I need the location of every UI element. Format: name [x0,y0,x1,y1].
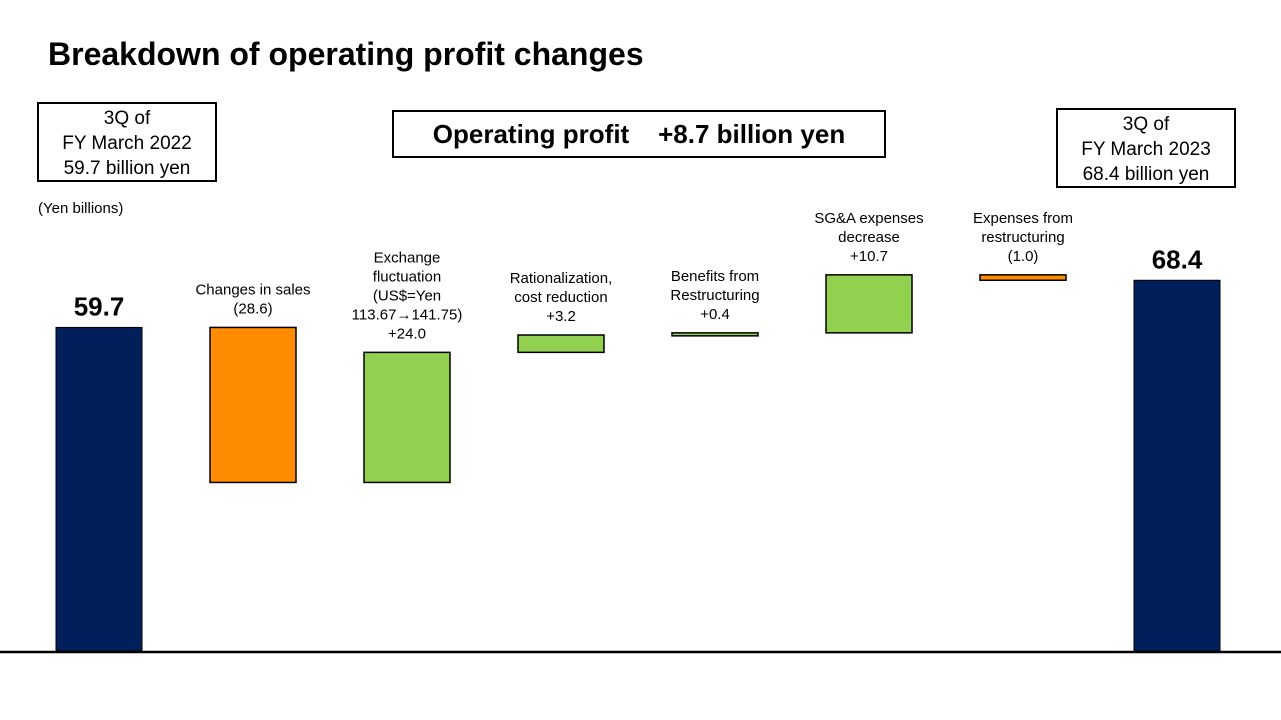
bar-step-1 [209,326,297,484]
unit-label: (Yen billions) [38,200,124,217]
bar-label-start-total: 59.7 [74,291,125,321]
bar-label-step-2-line-1: Exchange [374,249,441,266]
end-period-line-1: 3Q of [1122,114,1170,135]
bar-label-step-4-line-1: Benefits from [671,268,759,285]
start-period-line-1: 3Q of [103,108,151,129]
bar-label-step-5-line-1: SG&A expenses [814,210,923,227]
bar-start-total [55,326,143,652]
start-period-line-3: 59.7 billion yen [63,158,191,179]
bar-label-step-6-line-3: (1.0) [1008,248,1039,265]
bar-step-2 [363,351,451,484]
bar-label-step-4-line-3: +0.4 [700,306,730,323]
summary-box: Operating profit +8.7 billion yen [392,110,886,158]
bar-label-step-1-line-1: Changes in sales [195,281,310,298]
bar-label-step-6-line-2: restructuring [981,229,1064,246]
start-period-box: 3Q of FY March 2022 59.7 billion yen [37,102,217,182]
bar-label-step-5-line-2: decrease [838,229,900,246]
start-period-line-2: FY March 2022 [62,133,192,154]
bar-label-step-2-line-5: +24.0 [388,325,426,342]
bar-label-step-2-line-3: (US$=Yen [373,287,441,304]
bar-label-step-3-line-2: cost reduction [514,289,607,306]
bar-label-step-3-line-3: +3.2 [546,308,576,325]
bar-step-5 [825,274,913,334]
page-title: Breakdown of operating profit changes [48,36,644,72]
bar-label-step-1-line-2: (28.6) [233,300,272,317]
bar-step-3 [517,334,605,354]
bar-label-step-2-line-4: 113.67→141.75) [352,306,463,323]
bar-step-6 [979,274,1067,282]
end-period-line-3: 68.4 billion yen [1082,164,1210,185]
bar-end-total [1133,279,1221,652]
bar-label-end-total: 68.4 [1152,244,1203,274]
bar-label-step-3-line-1: Rationalization, [510,270,613,287]
end-period-line-2: FY March 2023 [1081,139,1211,160]
bar-label-step-2-line-2: fluctuation [373,268,441,285]
bar-step-4 [671,332,759,337]
end-period-box: 3Q of FY March 2023 68.4 billion yen [1056,108,1236,188]
bar-label-step-4-line-2: Restructuring [670,287,759,304]
bar-label-step-6-line-1: Expenses from [973,210,1073,227]
bar-label-step-5-line-3: +10.7 [850,248,888,265]
